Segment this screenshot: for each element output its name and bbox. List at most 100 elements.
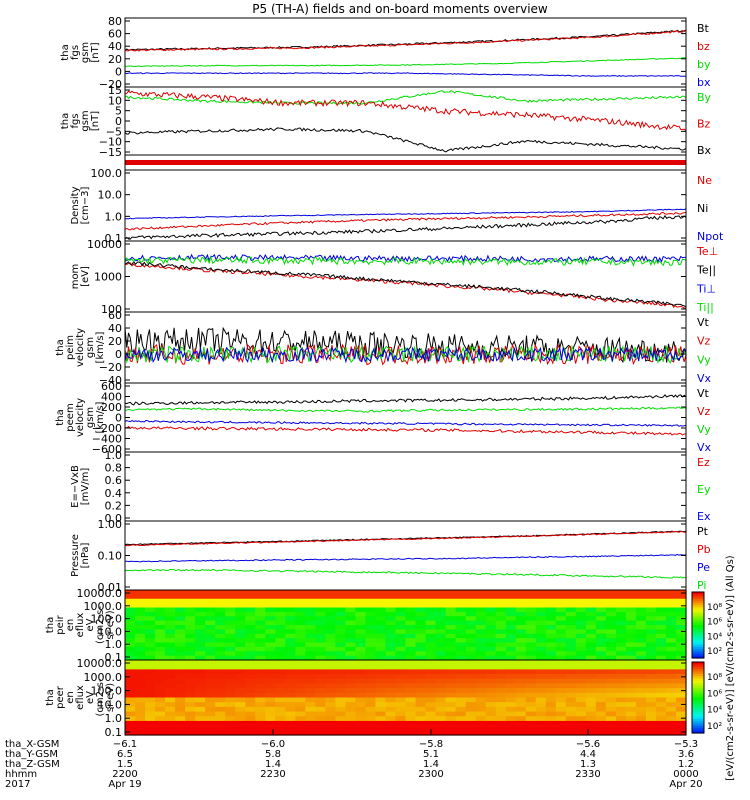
heatmap-cell bbox=[635, 594, 647, 600]
heatmap-cell bbox=[585, 655, 597, 661]
heatmap-cell bbox=[485, 638, 497, 644]
heatmap-cell bbox=[485, 720, 497, 727]
heatmap-cell bbox=[255, 633, 266, 639]
heatmap-cell bbox=[555, 711, 567, 717]
heatmap-cell bbox=[425, 706, 437, 713]
heatmap-cell bbox=[435, 594, 447, 600]
heatmap-cell bbox=[155, 655, 166, 661]
heatmap-cell bbox=[415, 598, 427, 604]
y-tick-label: 20 bbox=[108, 53, 122, 66]
heatmap-cell bbox=[565, 616, 577, 622]
heatmap-cell bbox=[495, 664, 507, 670]
y-tick-label: 0.1 bbox=[105, 651, 123, 664]
heatmap-cell bbox=[325, 678, 336, 685]
heatmap-cell bbox=[425, 638, 437, 644]
heatmap-cell bbox=[235, 730, 246, 736]
heatmap-cell bbox=[255, 674, 266, 680]
heatmap-cell bbox=[445, 633, 457, 639]
heatmap-cell bbox=[305, 603, 316, 609]
heatmap-cell bbox=[615, 692, 627, 699]
heatmap-cell bbox=[645, 725, 657, 731]
heatmap-cell bbox=[605, 678, 617, 685]
heatmap-cell bbox=[325, 725, 336, 731]
heatmap-cell bbox=[675, 638, 687, 644]
legend-entry: By bbox=[697, 91, 712, 104]
heatmap-cell bbox=[275, 678, 286, 685]
colorbar-swatch bbox=[692, 728, 704, 732]
colorbar-swatch bbox=[692, 669, 704, 673]
heatmap-cell bbox=[645, 638, 657, 644]
heatmap-cell bbox=[225, 590, 236, 595]
heatmap-cell bbox=[355, 620, 367, 626]
heatmap-cell bbox=[195, 688, 206, 694]
heatmap-cell bbox=[575, 638, 587, 644]
heatmap-cell bbox=[555, 590, 567, 595]
x-row-label: tha_Y-GSM bbox=[5, 749, 58, 760]
heatmap-cell bbox=[545, 651, 557, 657]
heatmap-cell bbox=[395, 674, 407, 680]
heatmap-cell bbox=[365, 594, 377, 600]
heatmap-cell bbox=[315, 633, 326, 639]
heatmap-cell bbox=[155, 638, 166, 644]
heatmap-cell bbox=[215, 607, 226, 613]
heatmap-cell bbox=[195, 638, 206, 644]
heatmap-cell bbox=[245, 678, 256, 685]
heatmap-cell bbox=[255, 646, 266, 652]
y-tick-label: 60 bbox=[108, 28, 122, 41]
heatmap-cell bbox=[185, 590, 196, 595]
heatmap-cell bbox=[575, 678, 587, 685]
heatmap-cell bbox=[405, 716, 417, 722]
heatmap-cell bbox=[225, 720, 236, 727]
heatmap-cell bbox=[575, 664, 587, 670]
heatmap-cell bbox=[455, 669, 467, 675]
legend-entry: Vy bbox=[697, 423, 711, 436]
heatmap-cell bbox=[165, 629, 176, 635]
heatmap-cell bbox=[125, 633, 136, 639]
heatmap-cell bbox=[595, 683, 607, 689]
panel-10-frame bbox=[124, 659, 687, 736]
heatmap-cell bbox=[675, 625, 687, 630]
heatmap-cell bbox=[285, 620, 296, 626]
heatmap-cell bbox=[415, 674, 427, 680]
colorbar-swatch bbox=[692, 625, 704, 628]
heatmap-cell bbox=[585, 683, 597, 689]
heatmap-cell bbox=[195, 706, 206, 713]
heatmap-cell bbox=[485, 716, 497, 722]
heatmap-cell bbox=[645, 655, 657, 661]
heatmap-cell bbox=[415, 730, 427, 736]
heatmap-cell bbox=[295, 725, 306, 731]
heatmap-cell bbox=[305, 620, 316, 626]
heatmap-cell bbox=[525, 697, 537, 703]
heatmap-cell bbox=[615, 603, 627, 609]
heatmap-cell bbox=[335, 688, 346, 694]
heatmap-cell bbox=[465, 697, 477, 703]
heatmap-cell bbox=[495, 716, 507, 722]
heatmap-cell bbox=[265, 730, 276, 736]
heatmap-cell bbox=[305, 629, 316, 635]
x-row-value: −5.8 bbox=[419, 739, 443, 750]
heatmap-cell bbox=[455, 594, 467, 600]
heatmap-cell bbox=[655, 598, 667, 604]
heatmap-cell bbox=[475, 633, 487, 639]
heatmap-cell bbox=[335, 683, 346, 689]
heatmap-cell bbox=[585, 646, 597, 652]
y-axis-label: Pressure bbox=[70, 534, 81, 577]
heatmap-cell bbox=[395, 697, 407, 703]
heatmap-cell bbox=[625, 625, 637, 630]
heatmap-cell bbox=[665, 692, 677, 699]
heatmap-cell bbox=[285, 625, 296, 630]
heatmap-cell bbox=[465, 660, 477, 666]
heatmap-cell bbox=[525, 692, 537, 699]
heatmap-cell bbox=[365, 607, 377, 613]
heatmap-cell bbox=[205, 706, 216, 713]
heatmap-cell bbox=[515, 706, 527, 713]
legend-entry: Pi bbox=[697, 579, 706, 592]
panel-2-plot bbox=[125, 160, 686, 165]
heatmap-cell bbox=[565, 598, 577, 604]
heatmap-cell bbox=[375, 594, 387, 600]
heatmap-cell bbox=[345, 620, 357, 626]
heatmap-cell bbox=[355, 625, 367, 630]
heatmap-cell bbox=[255, 702, 266, 708]
heatmap-cell bbox=[465, 642, 477, 648]
heatmap-cell bbox=[195, 620, 206, 626]
